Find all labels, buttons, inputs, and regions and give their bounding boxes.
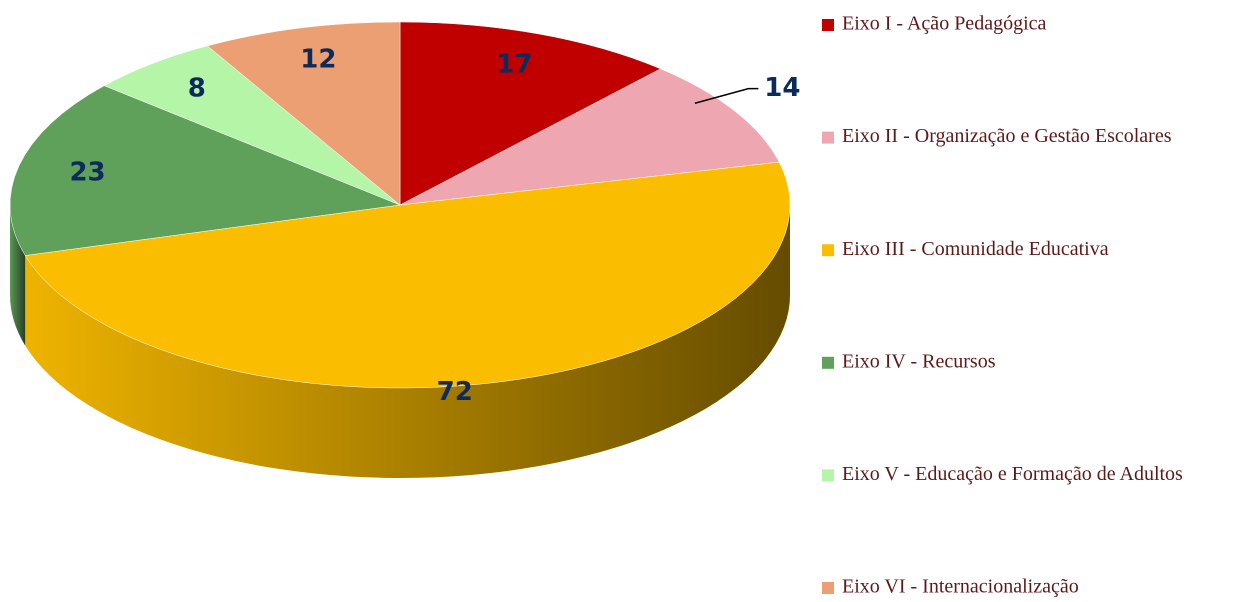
legend-swatch bbox=[822, 131, 834, 144]
legend-swatch bbox=[822, 244, 834, 257]
legend-label: Eixo VI - Internacionalização bbox=[842, 576, 1079, 598]
slice bbox=[24, 161, 791, 389]
legend-swatch bbox=[822, 19, 834, 31]
slice bbox=[399, 21, 662, 206]
legend-swatch bbox=[822, 356, 834, 369]
slice bbox=[9, 85, 401, 256]
slice bbox=[399, 68, 780, 206]
value-label: 17 bbox=[496, 49, 532, 79]
slice bbox=[103, 45, 401, 206]
value-label: 14 bbox=[764, 73, 800, 103]
legend-label: Eixo III - Comunidade Educativa bbox=[842, 238, 1109, 260]
slice-side-shade bbox=[25, 205, 791, 479]
legend-swatch bbox=[822, 582, 834, 594]
value-label: 8 bbox=[188, 74, 206, 104]
value-label: 23 bbox=[69, 157, 105, 187]
value-label: 12 bbox=[300, 44, 336, 74]
legend-label: Eixo V - Educação e Formação de Adultos bbox=[842, 463, 1183, 485]
slice-side-shade bbox=[10, 205, 26, 346]
legend-label: Eixo IV - Recursos bbox=[842, 350, 996, 372]
leader-line bbox=[694, 87, 759, 104]
slice bbox=[206, 21, 401, 206]
value-label: 72 bbox=[437, 377, 473, 407]
legend-label: Eixo II - Organização e Gestão Escolares bbox=[842, 125, 1172, 147]
legend-label: Eixo I - Ação Pedagógica bbox=[842, 13, 1046, 35]
legend-swatch bbox=[822, 469, 834, 482]
